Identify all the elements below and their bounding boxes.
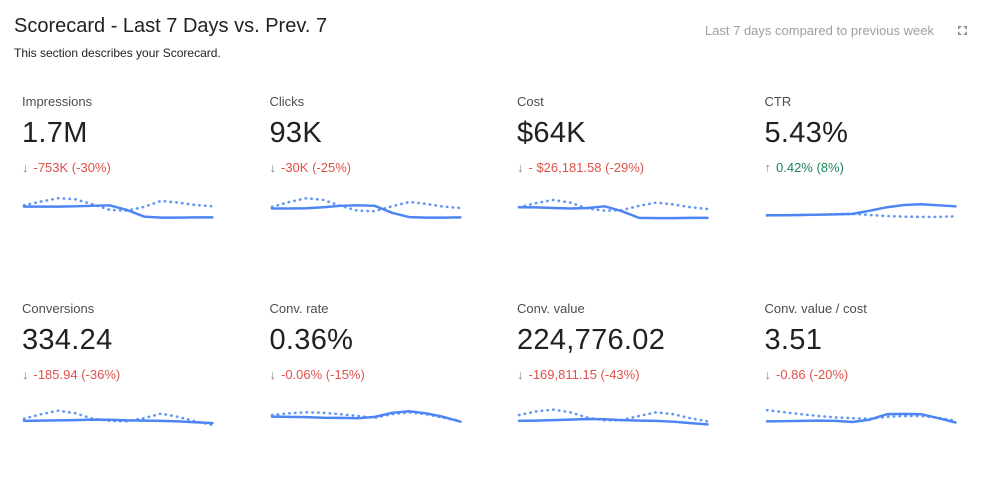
scorecard-conversions: Conversions 334.24 ↓ -185.94 (-36%): [22, 301, 216, 434]
scorecard-clicks: Clicks 93K ↓ -30K (-25%): [270, 94, 464, 227]
sparkline-chart: [517, 408, 709, 426]
metric-value: 224,776.02: [517, 324, 666, 356]
metric-value: 3.51: [764, 324, 823, 356]
scorecard-conv-value: Conv. value 224,776.02 ↓ -169,811.15 (-43…: [517, 301, 711, 434]
trend-down-icon: ↓: [764, 367, 772, 382]
sparkline-chart: [270, 196, 462, 219]
metric-delta: ↓ -169,811.15 (-43%): [517, 367, 711, 382]
sparkline-chart: [765, 408, 957, 424]
sparkline-chart: [517, 198, 709, 220]
metric-delta: ↑ 0.42% (8%): [765, 160, 959, 175]
metric-label: Conv. rate: [269, 301, 329, 316]
metric-value: 5.43%: [764, 117, 849, 149]
scorecard-impressions: Impressions 1.7M ↓ -753K (-30%): [22, 94, 216, 227]
scorecard-conv-value-per-cost: Conv. value / cost 3.51 ↓ -0.86 (-20%): [765, 301, 959, 434]
scorecard-conv-rate: Conv. rate 0.36% ↓ -0.06% (-15%): [270, 301, 464, 434]
metric-label: Conversions: [22, 301, 95, 316]
sparkline-chart: [22, 196, 214, 219]
trend-up-icon: ↑: [764, 160, 772, 175]
scorecard-cost: Cost $64K ↓ - $26,181.58 (-29%): [517, 94, 711, 227]
sparkline-chart: [22, 409, 214, 427]
fullscreen-icon[interactable]: [954, 22, 970, 38]
metric-delta: ↓ -0.86 (-20%): [765, 367, 959, 382]
delta-text: -0.06% (-15%): [281, 367, 365, 382]
trend-down-icon: ↓: [22, 160, 29, 175]
trend-down-icon: ↓: [269, 160, 277, 175]
metric-label: Conv. value: [517, 301, 585, 316]
delta-text: -30K (-25%): [281, 160, 352, 175]
delta-text: - $26,181.58 (-29%): [528, 160, 645, 175]
trend-down-icon: ↓: [269, 367, 277, 382]
section-header: Scorecard - Last 7 Days vs. Prev. 7 This…: [0, 0, 986, 60]
metric-delta: ↓ -0.06% (-15%): [270, 367, 464, 382]
metric-label: Clicks: [269, 94, 305, 109]
metric-label: Cost: [517, 94, 544, 109]
delta-text: -753K (-30%): [33, 160, 111, 175]
sparkline-chart: [270, 409, 462, 423]
metric-delta: ↓ -185.94 (-36%): [22, 367, 216, 382]
metric-value: $64K: [517, 117, 586, 149]
header-text: Scorecard - Last 7 Days vs. Prev. 7 This…: [14, 14, 327, 60]
trend-down-icon: ↓: [517, 367, 524, 382]
trend-down-icon: ↓: [22, 367, 29, 382]
metric-value: 0.36%: [269, 324, 354, 356]
metric-delta: ↓ -753K (-30%): [22, 160, 216, 175]
trend-down-icon: ↓: [517, 160, 524, 175]
sparkline-chart: [765, 202, 957, 219]
delta-text: -0.86 (-20%): [776, 367, 849, 382]
scorecard-grid: Impressions 1.7M ↓ -753K (-30%) Clicks 93…: [0, 60, 986, 434]
header-right: Last 7 days compared to previous week: [705, 14, 970, 38]
metric-label: Impressions: [22, 94, 93, 109]
metric-value: 334.24: [22, 324, 113, 356]
metric-delta: ↓ -30K (-25%): [270, 160, 464, 175]
metric-value: 1.7M: [22, 117, 88, 149]
delta-text: -169,811.15 (-43%): [528, 367, 640, 382]
metric-label: Conv. value / cost: [764, 301, 867, 316]
scorecard-ctr: CTR 5.43% ↑ 0.42% (8%): [765, 94, 959, 227]
metric-delta: ↓ - $26,181.58 (-29%): [517, 160, 711, 175]
date-compare-label: Last 7 days compared to previous week: [704, 22, 934, 38]
metric-label: CTR: [764, 94, 792, 109]
page-subtitle: This section describes your Scorecard.: [14, 46, 221, 60]
page-title: Scorecard - Last 7 Days vs. Prev. 7: [14, 15, 328, 37]
delta-text: -185.94 (-36%): [33, 367, 121, 382]
metric-value: 93K: [269, 117, 322, 149]
delta-text: 0.42% (8%): [776, 160, 844, 175]
